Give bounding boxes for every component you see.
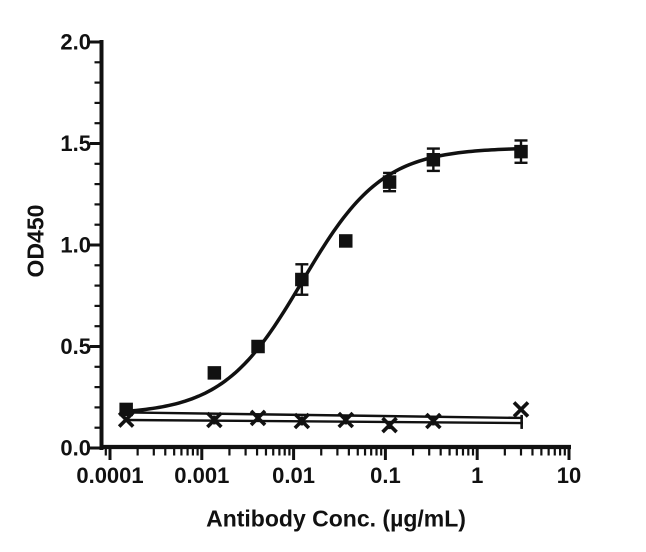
error-bars (213, 139, 528, 430)
x-tick-label: 0.001 (174, 463, 229, 488)
square-marker (251, 339, 265, 354)
square-marker (382, 175, 397, 189)
x-tick-label: 0.1 (370, 463, 401, 488)
square-marker (426, 152, 441, 167)
baseline-fits (126, 411, 524, 429)
x-tick-label: 1 (471, 463, 483, 488)
square-marker (207, 366, 222, 380)
series-filled-square (119, 144, 528, 417)
x-marker (249, 409, 267, 427)
square-marker (295, 272, 309, 287)
y-tick-label: 1.0 (60, 233, 91, 258)
square-marker (339, 234, 353, 248)
fit-curve-4pl (126, 146, 522, 414)
x-marker (293, 412, 311, 430)
baseline-fit-line (126, 411, 524, 420)
y-tick-label: 1.5 (60, 131, 91, 156)
x-tick-label: 10 (557, 463, 581, 488)
axes: 0.0 0.5 1.0 1.5 2.0 0.0001 0.001 0.01 0.1 1 10 (60, 30, 581, 489)
baseline-fit-line (126, 418, 524, 425)
y-tick-label: 2.0 (60, 30, 91, 55)
x-marker (512, 401, 530, 418)
square-marker (119, 402, 133, 417)
x-tick-label: 0.01 (272, 463, 315, 488)
x-marker (117, 411, 135, 428)
series-cross (117, 401, 530, 434)
x-axis-title: Antibody Conc. (µg/mL) (206, 505, 466, 532)
y-tick-label: 0.5 (60, 334, 91, 359)
x-tick-label: 0.0001 (76, 463, 143, 488)
y-tick-label: 0.0 (60, 436, 91, 461)
x-marker (425, 412, 442, 430)
square-marker (514, 144, 528, 159)
y-axis-title: OD450 (22, 204, 49, 278)
x-marker (381, 416, 398, 434)
x-marker (206, 411, 223, 429)
x-marker (337, 411, 355, 429)
